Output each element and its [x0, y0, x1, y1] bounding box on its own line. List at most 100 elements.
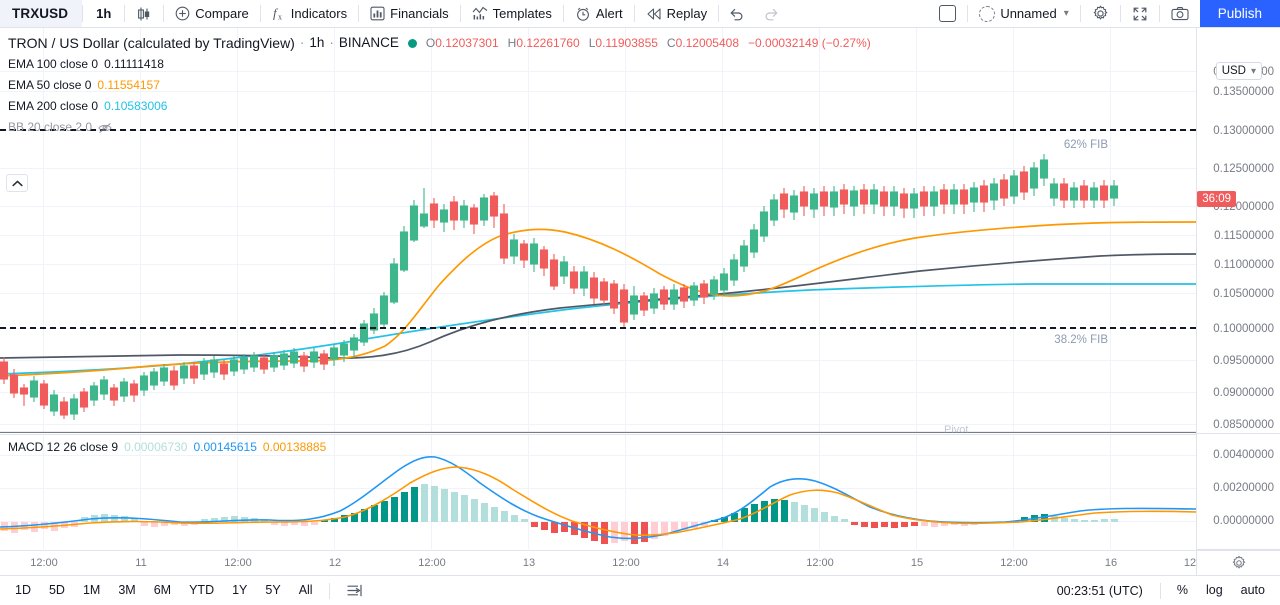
range-5y[interactable]: 5Y: [265, 583, 281, 597]
templates-icon: [472, 6, 488, 21]
time-scale-settings[interactable]: [1196, 551, 1280, 575]
open-value: 0.12037301: [435, 36, 499, 50]
layout-button[interactable]: [928, 0, 967, 27]
price-tick: 0.12500000: [1213, 163, 1274, 175]
pane-divider[interactable]: [1197, 549, 1280, 550]
go-to-date-button[interactable]: [337, 583, 372, 598]
macd-pane[interactable]: MACD 12 26 close 9 0.00006730 0.00145615…: [0, 434, 1196, 549]
time-tick: 14: [716, 557, 730, 569]
price-tick: 0.13000000: [1213, 125, 1274, 137]
alert-button[interactable]: Alert: [564, 0, 634, 27]
macd-tick: 0.00000000: [1213, 515, 1274, 527]
open-label: O: [425, 36, 436, 50]
macd-tick: 0.00200000: [1213, 482, 1274, 494]
divider: [459, 5, 461, 22]
eye-hidden-icon[interactable]: [98, 122, 112, 134]
macd-legend-row[interactable]: MACD 12 26 close 9 0.00006730 0.00145615…: [8, 437, 326, 458]
divider: [358, 5, 360, 22]
range-5d[interactable]: 5D: [48, 583, 65, 597]
time-scale-ticks[interactable]: 12:00 11 12:00 12 12:00 13 12:00 14 12:0…: [0, 551, 1196, 575]
study-name: EMA 100 close 0: [8, 57, 99, 71]
financials-button[interactable]: Financials: [359, 0, 460, 27]
study-legend-ema200[interactable]: EMA 200 close 0 0.10583006: [8, 96, 871, 117]
interval-button[interactable]: 1h: [83, 0, 124, 27]
gear-icon[interactable]: [1231, 555, 1247, 571]
divider: [718, 5, 720, 22]
ohlc-values: O0.12037301 H0.12261760 L0.11903855 C0.1…: [426, 32, 871, 54]
divider: [1119, 5, 1121, 22]
chart-settings-button[interactable]: [1081, 0, 1120, 27]
symbol-legend-row[interactable]: TRON / US Dollar (calculated by TradingV…: [8, 32, 871, 54]
symbol-button[interactable]: TRXUSD: [0, 0, 83, 27]
range-all[interactable]: All: [298, 583, 313, 597]
svg-text:x: x: [278, 13, 282, 22]
range-1m[interactable]: 1M: [82, 583, 101, 597]
toolbar-spacer: [789, 0, 928, 27]
divider: [328, 582, 330, 599]
snapshot-button[interactable]: [1160, 0, 1200, 27]
time-tick: 12:00: [418, 557, 446, 569]
fullscreen-icon: [1132, 6, 1148, 22]
undo-button[interactable]: [719, 0, 754, 27]
range-6m[interactable]: 6M: [153, 583, 172, 597]
market-status-icon: [407, 38, 417, 48]
layout-single-icon: [939, 5, 957, 22]
low-value: 0.11903855: [595, 36, 658, 50]
fullscreen-button[interactable]: [1121, 0, 1159, 27]
auto-scale-button[interactable]: auto: [1240, 583, 1265, 597]
macd-tick: 0.00400000: [1213, 449, 1274, 461]
currency-unit-selector[interactable]: USD ▾: [1215, 62, 1262, 80]
macd-signal-value: 0.00138885: [262, 440, 327, 454]
price-tick: 0.10000000: [1213, 323, 1274, 335]
collapse-pane-button[interactable]: [6, 174, 28, 192]
range-1y[interactable]: 1Y: [232, 583, 248, 597]
price-tick: 0.09500000: [1213, 355, 1274, 367]
study-legend-ema100[interactable]: EMA 100 close 0 0.11111418: [8, 54, 871, 75]
macd-pane-legend[interactable]: MACD 12 26 close 9 0.00006730 0.00145615…: [8, 437, 326, 458]
fib-62-label: 62% FIB: [1063, 139, 1108, 151]
pane-divider[interactable]: [1197, 433, 1280, 434]
range-ytd[interactable]: YTD: [189, 583, 215, 597]
chart-body: 62% FIB 38.2% FIB Pivot TRON / US Dollar…: [0, 28, 1280, 567]
percent-scale-button[interactable]: %: [1176, 583, 1188, 597]
redo-icon: [763, 7, 780, 21]
chart-style-button[interactable]: [125, 0, 163, 27]
time-scale[interactable]: 12:00 11 12:00 12 12:00 13 12:00 14 12:0…: [0, 550, 1280, 575]
layout-name-label: Unnamed: [1000, 6, 1057, 21]
svg-text:f: f: [273, 6, 279, 21]
chart-panes[interactable]: 62% FIB 38.2% FIB Pivot TRON / US Dollar…: [0, 28, 1196, 550]
fib-62-line: [0, 129, 1196, 131]
publish-button[interactable]: Publish: [1199, 0, 1280, 27]
range-3m[interactable]: 3M: [118, 583, 136, 597]
time-tick: 12:00: [612, 557, 640, 569]
price-scale[interactable]: USD ▾ 0.14000000 0.13500000 0.13000000 0…: [1196, 28, 1280, 567]
divider: [163, 5, 165, 22]
compare-button[interactable]: Compare: [164, 0, 259, 27]
divider: [1159, 582, 1161, 599]
replay-label: Replay: [666, 6, 708, 21]
time-tick: 12:00: [1000, 557, 1028, 569]
publish-label: Publish: [1217, 6, 1262, 21]
macd-hist-value: 0.00006730: [124, 440, 188, 454]
price-chart-canvas[interactable]: [0, 28, 1196, 433]
log-scale-button[interactable]: log: [1205, 583, 1223, 597]
study-name: EMA 50 close 0: [8, 78, 92, 92]
session-clock[interactable]: 00:23:51 (UTC): [1056, 583, 1143, 598]
templates-button[interactable]: Templates: [461, 0, 563, 27]
replay-button[interactable]: Replay: [635, 0, 718, 27]
macd-chart-canvas[interactable]: [0, 435, 1196, 549]
study-value: 0.10583006: [104, 99, 168, 113]
range-1d[interactable]: 1D: [15, 583, 31, 597]
gear-icon: [1092, 5, 1109, 22]
time-tick: 16: [1104, 557, 1118, 569]
symbol-description: TRON / US Dollar (calculated by TradingV…: [8, 35, 295, 51]
price-pane[interactable]: 62% FIB 38.2% FIB Pivot TRON / US Dollar…: [0, 28, 1196, 433]
study-legend-bb[interactable]: BB 20 close 2 0: [8, 117, 871, 138]
price-tick: 0.10500000: [1213, 288, 1274, 300]
redo-button[interactable]: [754, 0, 789, 27]
indicators-button[interactable]: f x Indicators: [261, 0, 358, 27]
save-layout-button[interactable]: Unnamed ▾: [968, 0, 1079, 27]
study-legend-ema50[interactable]: EMA 50 close 0 0.11554157: [8, 75, 871, 96]
price-pane-legend: TRON / US Dollar (calculated by TradingV…: [8, 32, 871, 138]
divider: [967, 5, 969, 22]
